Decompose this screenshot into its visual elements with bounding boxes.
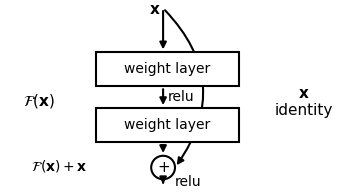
Text: $\mathbf{x}$: $\mathbf{x}$ <box>298 86 310 101</box>
Text: identity: identity <box>275 103 333 118</box>
Text: $\mathcal{F}(\mathbf{x})$: $\mathcal{F}(\mathbf{x})$ <box>23 92 55 110</box>
Circle shape <box>151 156 175 179</box>
FancyArrowPatch shape <box>165 10 203 163</box>
Text: relu: relu <box>175 175 202 189</box>
Bar <box>96 52 239 86</box>
Text: $+$: $+$ <box>156 160 170 175</box>
Text: weight layer: weight layer <box>125 62 211 76</box>
Text: $\mathbf{x}$: $\mathbf{x}$ <box>149 2 161 17</box>
Text: $\mathcal{F}(\mathbf{x}) + \mathbf{x}$: $\mathcal{F}(\mathbf{x}) + \mathbf{x}$ <box>31 158 87 174</box>
Text: relu: relu <box>168 90 195 104</box>
Bar <box>96 108 239 142</box>
Text: weight layer: weight layer <box>125 118 211 132</box>
